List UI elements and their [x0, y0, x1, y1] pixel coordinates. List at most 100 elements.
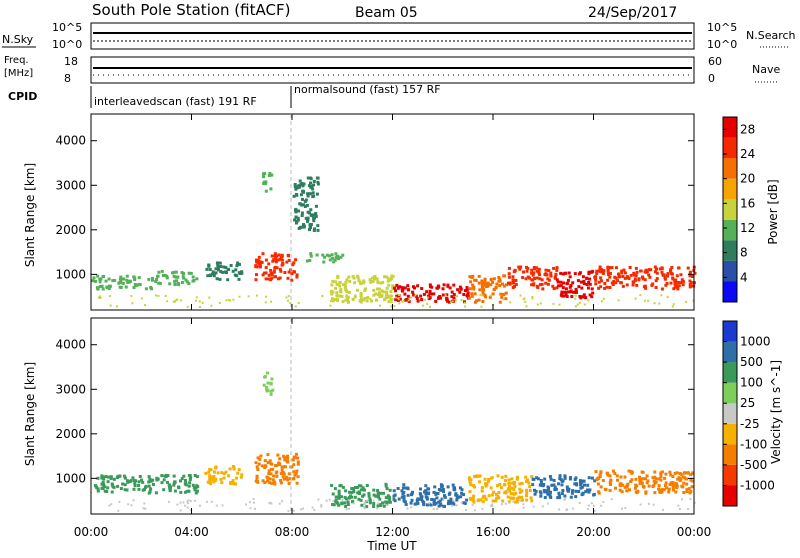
- velocity-cell: [599, 485, 603, 489]
- velocity-ground-cell: [662, 508, 664, 511]
- power-cell: [602, 269, 606, 273]
- power-cell: [189, 271, 193, 275]
- velocity-region: [531, 474, 597, 500]
- power-cell: [573, 272, 577, 276]
- power-cell: [472, 285, 476, 289]
- power-region: [305, 252, 345, 264]
- velocity-cell: [679, 477, 683, 481]
- velocity-cell: [689, 473, 693, 477]
- velocity-cell: [137, 480, 141, 484]
- power-cell: [537, 270, 541, 274]
- power-cell: [640, 275, 644, 279]
- power-cell: [373, 277, 377, 281]
- power-ground-cell: [421, 304, 424, 307]
- velocity-cell: [280, 465, 284, 469]
- power-cell: [492, 287, 496, 291]
- velocity-cell: [286, 478, 290, 482]
- power-cell: [133, 276, 137, 280]
- velocity-ground-cell: [182, 501, 185, 504]
- power-ground-cell: [329, 300, 332, 303]
- velocity-cell: [208, 468, 212, 471]
- velocity-cell: [341, 485, 345, 489]
- velocity-cell: [352, 487, 355, 490]
- velocity-cell: [278, 463, 282, 467]
- power-cell: [554, 272, 558, 276]
- power-cell: [119, 275, 123, 279]
- velocity-cell: [530, 475, 534, 479]
- power-ground-cell: [481, 294, 484, 297]
- power-cell: [144, 287, 148, 291]
- velocity-cell: [429, 503, 433, 507]
- velocity-cell: [386, 494, 390, 498]
- power-cell: [358, 280, 362, 284]
- power-ground-cell: [247, 295, 250, 298]
- x-axis-label: Time UT: [366, 539, 417, 553]
- power-cell: [571, 281, 575, 285]
- velocity-ground-cell: [428, 502, 431, 505]
- power-cell: [481, 290, 485, 294]
- power-cell: [594, 278, 598, 282]
- velocity-cell: [254, 479, 258, 483]
- power-cell: [625, 275, 629, 279]
- power-ground-cell: [329, 304, 332, 307]
- velocity-cell: [502, 483, 506, 487]
- velocity-cell: [357, 497, 361, 501]
- freq-panel: [90, 56, 695, 84]
- velocity-cell: [138, 475, 142, 478]
- power-cell: [273, 254, 277, 258]
- power-cell: [293, 270, 296, 274]
- power-cell: [538, 283, 542, 287]
- power-ground-cell: [525, 305, 528, 308]
- power-cell: [637, 277, 641, 281]
- power-cell: [259, 260, 263, 264]
- power-cell: [333, 258, 337, 262]
- velocity-cell: [545, 490, 549, 494]
- power-cell: [526, 267, 530, 270]
- velocity-cell: [645, 481, 649, 485]
- velocity-ground-cell: [365, 499, 368, 502]
- power-ground-cell: [524, 300, 527, 303]
- velocity-cell: [472, 499, 476, 503]
- velocity-cell: [348, 490, 351, 494]
- power-cell: [154, 280, 158, 283]
- power-cell: [371, 279, 375, 283]
- velocity-ground-cell: [193, 499, 196, 502]
- power-cell: [676, 287, 680, 291]
- power-ground-cell: [424, 298, 427, 301]
- power-cell: [157, 270, 161, 274]
- power-ground-cell: [463, 301, 466, 304]
- power-cell: [674, 278, 678, 282]
- power-cell: [316, 224, 320, 228]
- velocity-cell: [107, 475, 111, 479]
- velocity-cell: [598, 475, 602, 479]
- power-cell: [580, 286, 584, 290]
- power-cell: [94, 279, 97, 283]
- velocity-cell: [442, 490, 445, 494]
- velocity-cell: [471, 497, 475, 501]
- velocity-cell: [403, 486, 407, 490]
- power-cell: [472, 287, 476, 291]
- velocity-cell: [623, 485, 627, 489]
- velocity-cell: [266, 381, 270, 385]
- velocity-cell: [512, 488, 516, 492]
- power-cell: [660, 270, 664, 274]
- power-ground-cell: [502, 298, 505, 301]
- power-ground-cell: [338, 295, 341, 298]
- velocity-region: [392, 483, 469, 508]
- power-cell: [267, 262, 271, 266]
- power-cell: [306, 216, 310, 220]
- velocity-cell: [596, 476, 600, 480]
- velocity-cell: [552, 478, 556, 482]
- velocity-cell: [443, 494, 446, 498]
- velocity-ground-cell: [210, 500, 213, 503]
- power-cell: [278, 276, 282, 280]
- power-ground-cell: [97, 296, 100, 299]
- velocity-cell: [549, 477, 553, 481]
- power-ground-cell: [647, 299, 650, 302]
- power-cell: [287, 258, 291, 262]
- velocity-cell: [147, 475, 151, 479]
- power-cell: [670, 266, 674, 269]
- power-cell: [574, 290, 578, 294]
